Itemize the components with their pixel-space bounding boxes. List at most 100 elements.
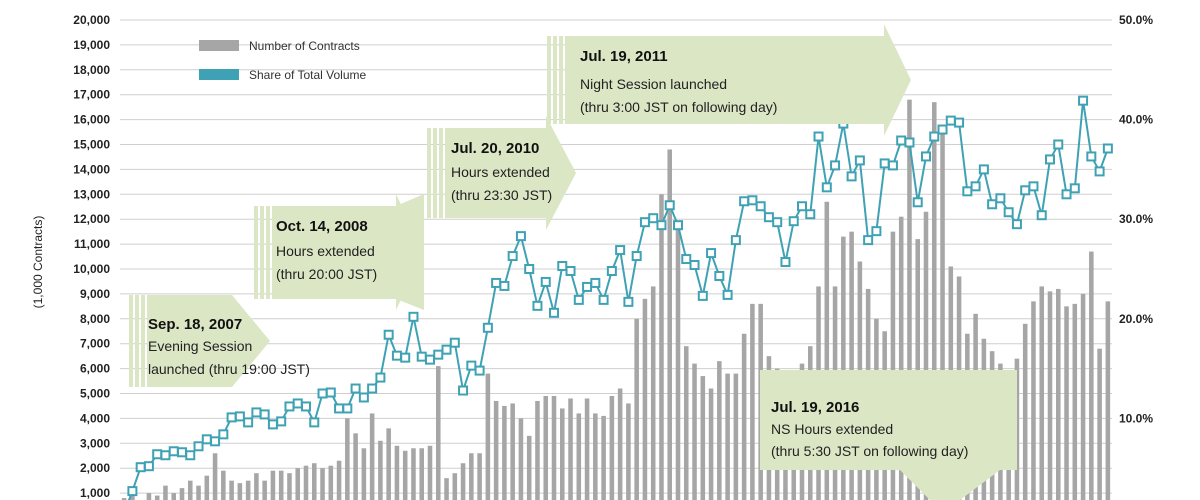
share-point: [904, 137, 915, 148]
contracts-bar: [179, 488, 185, 500]
contracts-bar: [890, 231, 896, 500]
share-point: [937, 124, 948, 135]
share-point: [549, 307, 559, 318]
share-point: [912, 197, 923, 208]
contracts-bar: [584, 398, 590, 500]
share-point: [334, 403, 345, 414]
contracts-bar: [898, 216, 904, 500]
share-point: [722, 289, 733, 300]
left-tick-label: 5,000: [80, 387, 110, 401]
annotation-2016: Jul. 19, 2016 NS Hours extended (thru 5:…: [760, 370, 1017, 500]
share-point: [648, 213, 659, 224]
share-point: [1020, 185, 1031, 196]
share-point: [441, 344, 452, 355]
contracts-bar: [700, 376, 706, 500]
share-point: [945, 115, 956, 126]
contracts-bar: [121, 498, 127, 500]
contracts-bar: [444, 478, 449, 500]
share-point: [970, 181, 981, 192]
contracts-bar: [378, 440, 383, 500]
contracts-bar: [675, 224, 681, 500]
annotation-2010-line1: Hours extended: [451, 164, 550, 180]
share-point: [309, 417, 320, 428]
left-tick-label: 18,000: [73, 63, 110, 77]
share-point: [524, 264, 535, 274]
share-point: [358, 392, 369, 403]
share-point: [954, 117, 965, 128]
share-point: [474, 365, 485, 376]
annotation-2011-stripe: [553, 36, 557, 124]
left-tick-label: 6,000: [80, 362, 110, 376]
share-point: [887, 160, 898, 171]
contracts-bar: [295, 468, 301, 500]
share-point: [1061, 189, 1072, 200]
share-point: [706, 248, 717, 259]
share-point: [978, 164, 989, 175]
share-point: [755, 201, 766, 212]
annotation-2007-stripe: [129, 295, 133, 387]
contracts-bar: [1022, 323, 1028, 500]
left-tick-label: 4,000: [80, 411, 110, 425]
share-point: [350, 383, 361, 394]
contracts-bar: [411, 448, 416, 500]
contracts-bar: [609, 395, 615, 500]
contracts-bar: [245, 480, 251, 500]
share-point: [301, 401, 311, 412]
legend-swatch-bars: [199, 40, 239, 51]
annotation-2008-arrow: [272, 194, 424, 310]
annotation-2010-title: Jul. 20, 2010: [451, 140, 539, 157]
share-point: [1045, 154, 1055, 165]
annotation-2008-stripe: [266, 206, 270, 299]
share-point: [1003, 207, 1014, 218]
contracts-bar: [750, 303, 755, 500]
annotation-2008-line2: (thru 20:00 JST): [276, 266, 377, 282]
annotation-2007-line1: Evening Session: [148, 338, 252, 354]
contracts-bar: [460, 463, 466, 500]
contracts-bar: [303, 465, 309, 500]
legend-label-contracts: Number of Contracts: [249, 39, 360, 53]
contracts-bar: [915, 239, 921, 500]
share-point: [830, 160, 841, 171]
contracts-bar: [841, 236, 846, 500]
annotation-2007: Sep. 18, 2007 Evening Session launched (…: [129, 295, 310, 387]
left-tick-label: 2,000: [80, 461, 110, 475]
share-point: [631, 251, 642, 262]
annotation-2010-arrow: [445, 116, 576, 230]
contracts-bar: [154, 495, 160, 500]
contracts-bar: [402, 450, 408, 500]
right-tick-label: 40.0%: [1119, 113, 1153, 127]
contracts-bar: [345, 418, 350, 500]
share-point: [582, 281, 593, 292]
contracts-bar: [617, 388, 623, 500]
share-point: [449, 337, 460, 348]
contracts-bar: [733, 373, 739, 500]
contracts-bar: [931, 102, 937, 500]
share-point: [962, 186, 973, 197]
contracts-bar: [659, 194, 664, 500]
share-point: [557, 261, 568, 272]
contracts-bar: [254, 473, 259, 500]
share-point: [433, 349, 444, 360]
contracts-bar: [1039, 286, 1045, 500]
share-point: [896, 135, 907, 146]
share-point: [821, 182, 832, 193]
share-point: [499, 280, 510, 291]
share-point: [573, 294, 584, 305]
annotation-2010-stripe: [439, 128, 443, 218]
contracts-bar: [576, 413, 582, 500]
annotation-2008-arrow-tip: [396, 194, 424, 310]
left-tick-label: 7,000: [80, 337, 110, 351]
contracts-bar: [427, 445, 433, 500]
share-point: [160, 450, 171, 461]
share-point: [218, 429, 229, 440]
contracts-bar: [824, 201, 830, 500]
contracts-bar: [1072, 303, 1078, 500]
contracts-bar: [386, 428, 391, 500]
share-point: [259, 409, 270, 420]
contracts-bar: [502, 405, 507, 500]
contracts-bar: [328, 465, 334, 500]
contracts-bar: [452, 473, 458, 500]
contracts-bar: [559, 408, 565, 500]
right-tick-label: 10.0%: [1119, 411, 1153, 425]
share-point: [367, 383, 378, 394]
